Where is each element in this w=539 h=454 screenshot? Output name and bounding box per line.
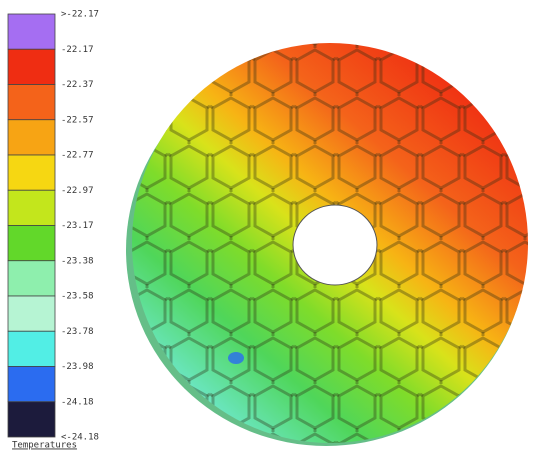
screen: >-22.17 -22.17 -22.37 -22.57 -22.77 -22.97 -23… [0, 0, 539, 454]
disk [126, 43, 528, 446]
legend-label: >-22.17 [61, 10, 99, 20]
legend-swatch [8, 190, 55, 225]
legend-swatch [8, 120, 55, 155]
legend-swatch [8, 261, 55, 296]
legend: >-22.17 -22.17 -22.37 -22.57 -22.77 -22.97 -23… [8, 10, 99, 443]
legend-label: -23.38 [61, 256, 94, 266]
legend-swatch [8, 85, 55, 120]
legend-swatch [8, 331, 55, 366]
legend-label: -22.77 [61, 151, 94, 161]
legend-label: -22.37 [61, 80, 94, 90]
caption: Temperatures [12, 441, 77, 451]
legend-swatch [8, 49, 55, 84]
legend-label: -23.78 [61, 327, 94, 337]
legend-label: -22.97 [61, 186, 94, 196]
page: >-22.17 -22.17 -22.37 -22.57 -22.77 -22.97 -23… [0, 0, 539, 454]
legend-swatch [8, 402, 55, 437]
legend-swatch [8, 155, 55, 190]
legend-swatch [8, 226, 55, 261]
legend-swatch [8, 367, 55, 402]
legend-label: -24.18 [61, 397, 94, 407]
legend-swatch [8, 296, 55, 331]
legend-label: -22.17 [61, 45, 94, 55]
legend-label: -23.98 [61, 362, 94, 372]
legend-swatch [8, 14, 55, 49]
legend-label: -23.58 [61, 292, 94, 302]
legend-label: -22.57 [61, 115, 94, 125]
legend-label: -23.17 [61, 221, 94, 231]
